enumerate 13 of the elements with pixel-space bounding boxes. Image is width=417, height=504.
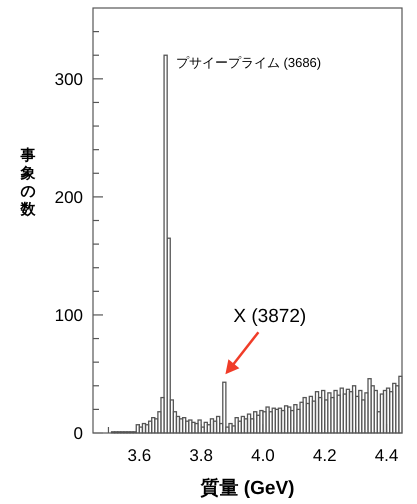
annotation: X (3872) xyxy=(233,306,306,328)
annotation: プサイープライム (3686) xyxy=(176,55,322,70)
y-tick-label: 200 xyxy=(54,188,83,207)
x-tick-label: 3.6 xyxy=(128,446,152,465)
x-tick-label: 4.2 xyxy=(312,446,337,465)
x-tick-label: 4.4 xyxy=(374,446,398,465)
y-tick-label: 300 xyxy=(54,70,83,89)
x-tick-label: 4.0 xyxy=(251,446,275,465)
y-tick-label: 0 xyxy=(74,424,83,443)
x-tick-label: 3.8 xyxy=(189,446,213,465)
x-axis-title: 質量 (GeV) xyxy=(200,477,294,499)
y-axis-title: 事象の数 xyxy=(20,147,36,218)
y-tick-label: 100 xyxy=(54,306,83,325)
